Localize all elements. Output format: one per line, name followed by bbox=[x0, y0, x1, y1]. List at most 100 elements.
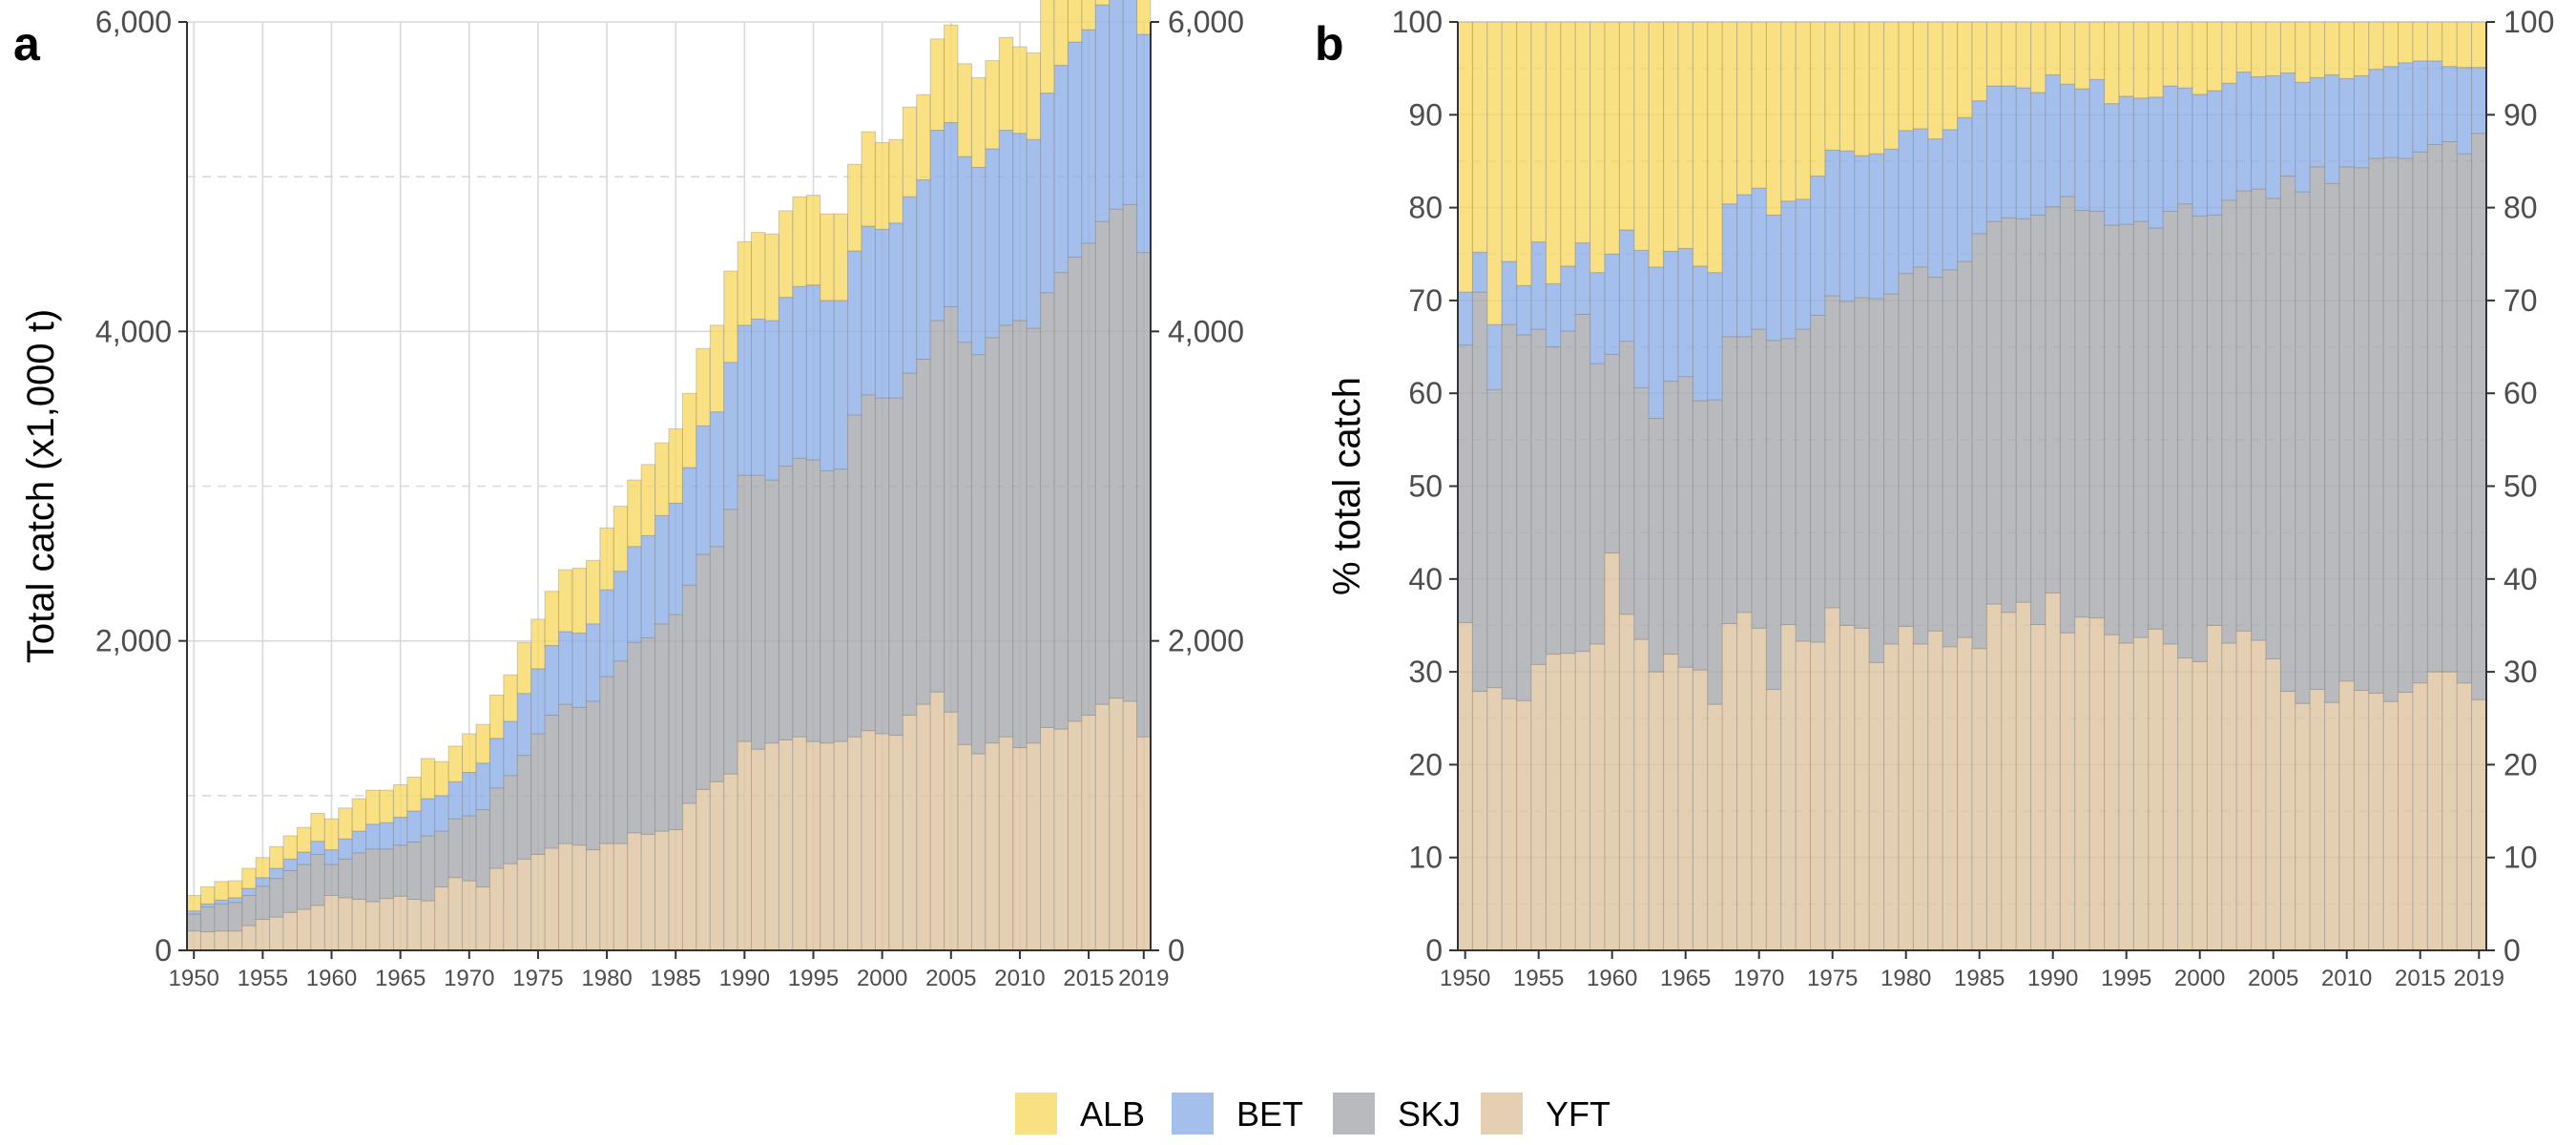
bar-skj-1976 bbox=[1839, 301, 1856, 626]
bar-bet-2014 bbox=[2398, 62, 2414, 159]
bar-bet-1967 bbox=[1707, 272, 1723, 401]
bar-skj-1975 bbox=[1824, 295, 1840, 609]
bar-alb-2004 bbox=[929, 38, 945, 132]
bar-alb-1963 bbox=[1648, 21, 1665, 268]
bar-alb-1985 bbox=[668, 427, 683, 504]
bar-bet-1979 bbox=[1883, 148, 1900, 295]
b-x-tick-label: 1960 bbox=[1587, 966, 1637, 991]
bar-skj-1987 bbox=[2001, 217, 2017, 614]
bar-bet-1967 bbox=[420, 798, 436, 837]
bar-bet-1960 bbox=[323, 849, 340, 865]
bar-bet-2001 bbox=[888, 222, 904, 399]
bar-alb-1977 bbox=[558, 569, 573, 633]
bar-bet-1995 bbox=[805, 284, 821, 461]
bar-skj-1987 bbox=[696, 553, 711, 790]
bar-bet-1982 bbox=[1927, 138, 1943, 279]
bar-yft-1983 bbox=[640, 833, 656, 951]
bar-yft-1978 bbox=[1868, 661, 1885, 951]
bar-alb-2011 bbox=[2353, 21, 2370, 76]
b-y-tick-label: 30 bbox=[1408, 655, 1443, 689]
bar-bet-1952 bbox=[214, 899, 229, 905]
bar-yft-1951 bbox=[199, 931, 216, 951]
bar-alb-2010 bbox=[2338, 21, 2355, 79]
bar-alb-2002 bbox=[2221, 21, 2237, 84]
bar-yft-1954 bbox=[241, 925, 257, 951]
bar-skj-1968 bbox=[434, 830, 449, 888]
bar-alb-1956 bbox=[1545, 21, 1562, 284]
b-y-tick-label: 80 bbox=[1408, 191, 1443, 225]
bar-alb-2000 bbox=[2192, 21, 2208, 95]
bar-alb-1953 bbox=[227, 880, 243, 899]
bar-bet-2010 bbox=[2338, 77, 2355, 168]
bar-alb-2003 bbox=[916, 94, 931, 180]
bar-bet-1997 bbox=[2148, 96, 2164, 229]
legend-label-bet: BET bbox=[1236, 1094, 1303, 1134]
bar-yft-1981 bbox=[613, 843, 629, 951]
bar-yft-2016 bbox=[2426, 671, 2443, 951]
bar-skj-2005 bbox=[2265, 198, 2281, 659]
bar-bet-1988 bbox=[2015, 87, 2032, 219]
bar-skj-1961 bbox=[1618, 341, 1635, 615]
bar-bet-1987 bbox=[2001, 85, 2017, 219]
bar-alb-2013 bbox=[2382, 21, 2399, 68]
bar-skj-2003 bbox=[2235, 190, 2253, 632]
bar-skj-1975 bbox=[530, 733, 546, 855]
bar-skj-1959 bbox=[310, 853, 325, 906]
bar-skj-1983 bbox=[640, 636, 656, 835]
bar-skj-2005 bbox=[944, 305, 959, 713]
bar-skj-1965 bbox=[392, 844, 408, 897]
bar-alb-1960 bbox=[323, 818, 340, 851]
bar-yft-2018 bbox=[1122, 700, 1138, 951]
bar-alb-2019 bbox=[2471, 21, 2487, 69]
b-x-tick-label: 1995 bbox=[2101, 966, 2151, 991]
bar-skj-1983 bbox=[1942, 269, 1959, 648]
bar-skj-1950 bbox=[1457, 344, 1473, 624]
bar-skj-1992 bbox=[2074, 210, 2090, 618]
bar-skj-1986 bbox=[681, 584, 697, 804]
bar-alb-1975 bbox=[1824, 21, 1840, 151]
bar-bet-1952 bbox=[1486, 323, 1503, 390]
b-y-tick-label-right: 80 bbox=[2503, 191, 2538, 225]
bar-yft-2008 bbox=[2309, 689, 2326, 951]
bar-bet-2010 bbox=[1012, 133, 1028, 322]
legend-label-skj: SKJ bbox=[1398, 1094, 1461, 1134]
bar-alb-1985 bbox=[1971, 21, 1987, 102]
a-x-tick-label: 2005 bbox=[925, 966, 976, 991]
bar-bet-2002 bbox=[2221, 82, 2237, 201]
bar-skj-1956 bbox=[269, 878, 284, 918]
bar-alb-1981 bbox=[1912, 21, 1929, 130]
bar-yft-1952 bbox=[1486, 687, 1503, 951]
bar-yft-2006 bbox=[2279, 691, 2296, 951]
a-x-tick-label: 2015 bbox=[1063, 966, 1113, 991]
bar-skj-2009 bbox=[998, 324, 1014, 738]
panel-a: a 0 0 2,000 2,000 4,000 4,000 6,000 6,000 1950 19… bbox=[13, 0, 1244, 991]
bar-skj-1982 bbox=[1927, 277, 1943, 632]
a-x-tick-label: 1985 bbox=[651, 966, 701, 991]
bar-alb-2014 bbox=[1067, 0, 1083, 43]
bar-yft-1985 bbox=[1971, 648, 1987, 951]
legend: ALB BET SKJ YFT bbox=[1015, 1093, 1610, 1135]
bar-yft-1955 bbox=[1530, 663, 1547, 951]
bar-bet-1989 bbox=[2030, 92, 2046, 216]
bar-skj-1954 bbox=[1516, 334, 1532, 701]
b-x-tick-label: 2015 bbox=[2395, 966, 2445, 991]
bar-skj-1988 bbox=[2015, 218, 2032, 603]
bar-alb-1954 bbox=[241, 867, 257, 889]
bar-skj-2012 bbox=[2368, 157, 2384, 694]
bar-skj-1989 bbox=[2030, 214, 2046, 625]
bar-yft-2009 bbox=[998, 736, 1014, 951]
bar-alb-1960 bbox=[1604, 21, 1620, 255]
bar-bet-1957 bbox=[1560, 265, 1576, 332]
bar-skj-1988 bbox=[709, 546, 725, 782]
bar-yft-1975 bbox=[1824, 607, 1840, 951]
bar-yft-1986 bbox=[681, 802, 697, 951]
bar-bet-1983 bbox=[1942, 129, 1959, 271]
bar-alb-2008 bbox=[985, 60, 1000, 150]
bar-yft-1985 bbox=[668, 829, 683, 951]
bar-yft-1966 bbox=[1692, 669, 1709, 951]
bar-bet-2014 bbox=[1067, 41, 1083, 258]
bar-yft-2001 bbox=[888, 735, 904, 951]
bar-yft-1967 bbox=[1707, 703, 1723, 951]
bar-bet-1978 bbox=[1868, 153, 1885, 300]
